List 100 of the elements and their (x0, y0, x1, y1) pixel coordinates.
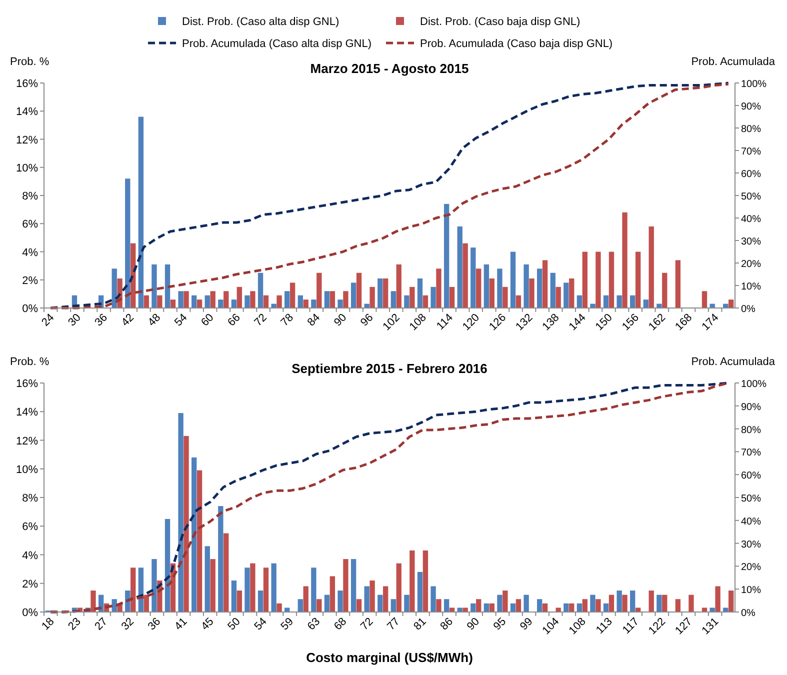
bar (263, 568, 269, 612)
bar (444, 599, 450, 612)
bar (457, 226, 462, 308)
bar (470, 248, 476, 308)
bar (422, 295, 428, 308)
y-tick-label: 0% (22, 607, 38, 619)
bar (430, 586, 436, 612)
x-tick-label: 66 (226, 312, 243, 329)
x-tick-label: 48 (146, 312, 164, 329)
bar (603, 295, 609, 308)
x-tick-label: 104 (540, 616, 562, 638)
x-tick-label: 60 (199, 312, 216, 329)
y-tick-label: 10% (16, 162, 38, 174)
y-tick-label: 14% (16, 106, 38, 118)
bar (324, 291, 330, 308)
bar (192, 457, 197, 612)
bar (298, 599, 303, 612)
bar (608, 594, 614, 612)
bar (510, 252, 516, 308)
y2-tick-label: 50% (741, 494, 762, 504)
bar (564, 282, 569, 308)
x-tick-label: 78 (278, 312, 296, 329)
bar (643, 300, 648, 308)
bar (542, 603, 548, 612)
bar (170, 300, 176, 308)
y2-tick-label: 40% (741, 516, 762, 528)
bar (449, 608, 455, 612)
bar (489, 603, 494, 612)
y2-tick-label: 60% (741, 169, 762, 180)
bar (144, 594, 149, 612)
bar (582, 252, 588, 308)
bar (502, 286, 508, 308)
bar (710, 608, 715, 612)
bar (728, 590, 734, 612)
x-tick-label: 168 (673, 312, 695, 334)
bar (184, 436, 189, 612)
bar (675, 260, 681, 308)
y-tick-label: 14% (16, 406, 38, 419)
bar (550, 272, 556, 308)
bar (382, 586, 388, 612)
y-tick-label: 16% (16, 378, 38, 390)
bar (130, 568, 136, 612)
bar (648, 590, 654, 612)
bar (210, 559, 216, 612)
y-tick-label: 6% (22, 218, 38, 231)
bar (284, 291, 290, 308)
y-tick-label: 16% (16, 78, 38, 90)
bar (484, 264, 490, 308)
bar (484, 603, 490, 612)
bar (125, 178, 130, 308)
bar (370, 580, 375, 612)
y2-tick-label: 60% (741, 470, 762, 482)
bar (144, 295, 149, 308)
x-tick-label: 131 (700, 616, 722, 638)
bar (576, 295, 582, 308)
bar (702, 608, 708, 612)
x-tick-label: 32 (119, 616, 136, 633)
y2-tick-label: 90% (741, 402, 762, 413)
chart-title: Septiembre 2015 - Febrero 2016 (292, 361, 488, 376)
bar (422, 550, 428, 612)
y-axis-title: Prob. % (10, 356, 50, 368)
y-tick-label: 0% (22, 303, 38, 315)
bar (662, 272, 668, 308)
bar (630, 295, 636, 308)
bar (417, 278, 423, 308)
x-tick-label: 54 (172, 312, 190, 329)
bar (436, 268, 442, 308)
bar (662, 594, 668, 612)
bar (396, 563, 402, 612)
bar (542, 260, 548, 308)
x-axis-title: Costo marginal (US$/MWh) (306, 650, 473, 665)
bar (582, 599, 588, 612)
bar (404, 594, 410, 612)
bar (417, 572, 423, 612)
bar (303, 300, 308, 308)
bar (596, 252, 601, 308)
bar (622, 594, 628, 612)
bar (622, 212, 628, 308)
bar (258, 272, 264, 308)
bar (436, 599, 442, 612)
y-tick-label: 10% (16, 464, 38, 476)
x-tick-label: 120 (460, 312, 482, 334)
bar (224, 533, 229, 612)
bar (90, 590, 96, 612)
bar (250, 563, 256, 612)
x-tick-label: 86 (438, 616, 456, 633)
bar (728, 300, 734, 308)
bar (537, 268, 542, 308)
x-tick-label: 95 (491, 616, 509, 633)
x-tick-label: 132 (514, 312, 536, 334)
x-tick-label: 27 (92, 616, 110, 633)
bar (608, 252, 614, 308)
chart-title: Marzo 2015 - Agosto 2015 (310, 61, 469, 76)
x-tick-label: 174 (700, 312, 722, 334)
y-tick-label: 4% (22, 246, 38, 259)
bar (178, 291, 184, 308)
bar (569, 278, 574, 308)
y-tick-label: 6% (22, 521, 38, 534)
x-tick-label: 90 (332, 312, 350, 329)
x-tick-label: 54 (252, 616, 270, 633)
